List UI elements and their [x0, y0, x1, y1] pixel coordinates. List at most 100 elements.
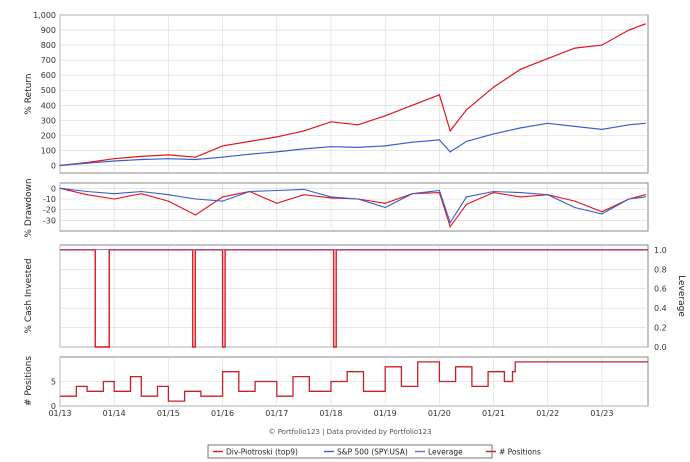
- series-lines: [59, 23, 648, 402]
- return-data-point: [303, 130, 305, 132]
- return-data-point: [249, 153, 251, 155]
- y2-tick-label: 0.8: [654, 265, 667, 274]
- drawdown-data-point: [276, 202, 278, 204]
- cash-axis-title: % Cash Invested: [24, 258, 34, 333]
- return-data-point: [276, 151, 278, 153]
- drawdown-data-point: [547, 194, 549, 196]
- drawdown-data-point: [276, 189, 278, 192]
- y-tick-label: 600: [41, 71, 56, 80]
- return-data-point: [167, 158, 169, 160]
- return-series-line: [59, 23, 646, 167]
- drawdown-data-point: [249, 190, 251, 193]
- return-data-point: [465, 140, 468, 142]
- drawdown-data-point: [384, 202, 386, 204]
- x-tick-label: 01/13: [48, 409, 71, 418]
- y-tick-label: 700: [41, 56, 56, 65]
- y-tick-label: 0: [51, 184, 56, 193]
- drawdown-data-point: [492, 192, 495, 194]
- return-data-point: [411, 141, 413, 143]
- return-data-point: [492, 133, 495, 135]
- y2-tick-label: 0.0: [654, 343, 667, 352]
- return-data-point: [357, 124, 359, 126]
- return-data-point: [438, 139, 440, 141]
- drawdown-data-point: [113, 193, 115, 195]
- drawdown-data-point: [167, 200, 169, 202]
- return-data-point: [86, 162, 88, 164]
- drawdown-data-point: [628, 198, 630, 200]
- drawdown-data-point: [411, 193, 413, 195]
- y-tick-label: 900: [41, 26, 56, 35]
- cash-panel-frame: [59, 244, 649, 348]
- return-data-point: [140, 158, 142, 161]
- y-tick-label: 0: [51, 161, 56, 170]
- y-tick-label: -10: [43, 195, 56, 204]
- drawdown-data-point: [303, 194, 305, 196]
- drawdown-data-point: [465, 203, 468, 205]
- return-data-point: [330, 146, 332, 148]
- legend: Div-Piotroski (top9) S&P 500 (SPY:USA) Lev…: [213, 448, 541, 457]
- drawdown-data-point: [113, 198, 115, 200]
- drawdown-data-point: [492, 190, 495, 193]
- return-data-point: [384, 115, 386, 117]
- drawdown-data-point: [140, 193, 142, 195]
- y-tick-label: -20: [43, 206, 56, 215]
- y-tick-label: 0: [51, 402, 56, 411]
- return-data-point: [574, 47, 576, 49]
- drawdown-data-point: [601, 211, 603, 213]
- tick-labels: 01/13 01/14 01/15 01/16 01/17 01/18 01/19 01/20…: [33, 11, 667, 418]
- x-tick-label: 01/14: [103, 409, 126, 418]
- drawdown-data-point: [384, 206, 386, 209]
- return-data-point: [249, 140, 251, 142]
- y2-tick-label: 0.4: [654, 304, 667, 313]
- x-tick-label: 01/19: [374, 409, 397, 418]
- cash-invested-line: [60, 249, 648, 348]
- return-data-point: [601, 128, 603, 130]
- leverage-axis-title: Leverage: [676, 275, 686, 317]
- return-data-point: [574, 125, 576, 127]
- y-tick-label: 300: [41, 116, 56, 125]
- y-tick-label: 800: [41, 41, 56, 50]
- drawdown-data-point: [465, 196, 468, 198]
- drawdown-data-point: [221, 200, 224, 202]
- y-tick-label: 400: [41, 101, 56, 110]
- return-data-point: [449, 130, 451, 132]
- return-data-point: [140, 155, 142, 158]
- return-data-point: [547, 58, 549, 60]
- drawdown-data-point: [449, 226, 451, 228]
- return-axis-title: % Return: [24, 73, 34, 114]
- x-tick-label: 01/18: [319, 409, 342, 418]
- drawdown-series-line: [59, 187, 646, 224]
- return-data-point: [330, 121, 332, 123]
- grid-lines: [59, 14, 648, 407]
- drawdown-data-point: [520, 192, 522, 194]
- return-data-point: [628, 124, 630, 126]
- x-tick-label: 01/16: [211, 409, 234, 418]
- x-tick-label: 01/21: [482, 409, 505, 418]
- return-data-point: [520, 68, 522, 70]
- drawdown-data-point: [86, 194, 88, 196]
- return-data-point: [194, 158, 197, 161]
- drawdown-data-point: [330, 196, 332, 198]
- drawdown-data-point: [194, 214, 197, 216]
- return-data-point: [411, 104, 413, 106]
- drawdown-data-point: [221, 196, 224, 198]
- drawdown-data-point: [520, 196, 522, 198]
- y-tick-label: -30: [43, 216, 56, 225]
- footer-credit: © Portfolio123 | Data provided by Portfo…: [268, 428, 431, 436]
- return-panel-frame: [59, 14, 649, 174]
- return-data-point: [438, 94, 440, 96]
- y-tick-label: 500: [41, 86, 56, 95]
- drawdown-data-point: [644, 196, 646, 198]
- y-tick-label: 100: [41, 146, 56, 155]
- drawdown-data-point: [574, 206, 576, 209]
- return-data-point: [167, 154, 169, 156]
- return-data-point: [449, 151, 451, 153]
- return-data-point: [303, 148, 305, 150]
- drawdown-data-point: [194, 198, 197, 200]
- return-data-point: [547, 122, 549, 124]
- drawdown-data-point: [574, 200, 576, 202]
- return-data-point: [465, 109, 468, 111]
- y2-tick-label: 1.0: [654, 246, 667, 255]
- x-tick-label: 01/20: [428, 409, 451, 418]
- drawdown-data-point: [601, 213, 603, 215]
